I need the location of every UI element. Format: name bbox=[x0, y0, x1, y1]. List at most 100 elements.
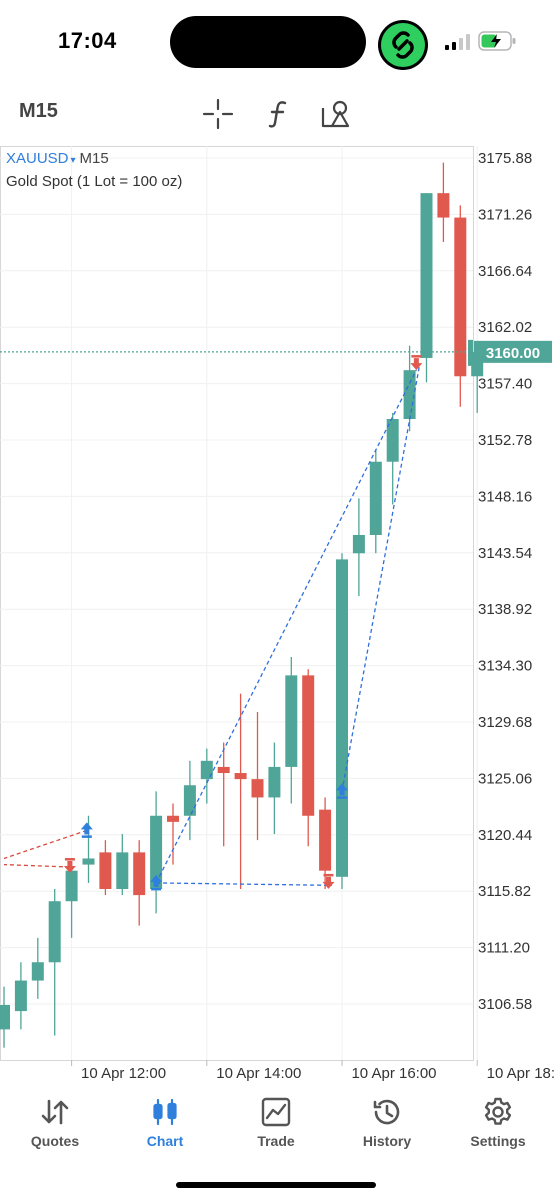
objects-icon[interactable] bbox=[319, 96, 355, 132]
quotes-icon bbox=[39, 1096, 71, 1128]
price-tick-label: 3171.26 bbox=[478, 206, 532, 223]
price-tick-label: 3134.30 bbox=[478, 658, 532, 675]
candle-body bbox=[217, 766, 230, 774]
trade-line bbox=[155, 369, 417, 884]
candle-body bbox=[386, 419, 399, 462]
nav-chart[interactable]: Chart bbox=[110, 1090, 220, 1160]
trade-line bbox=[3, 829, 88, 860]
price-tick-label: 3162.02 bbox=[478, 319, 532, 336]
price-tick-label: 3166.64 bbox=[478, 263, 532, 280]
symbol-name[interactable]: XAUUSD bbox=[6, 150, 69, 167]
candle-bullish bbox=[200, 748, 213, 804]
candle-bullish bbox=[116, 834, 129, 896]
sell-arrow-icon bbox=[410, 358, 423, 371]
price-chart[interactable]: 3175.88 3171.26 3166.64 3162.02 3157.40 3152.… bbox=[0, 146, 554, 1090]
candle-body bbox=[420, 193, 433, 358]
candle-body bbox=[150, 815, 163, 890]
buy-arrow-icon bbox=[150, 874, 163, 887]
buy-marker-bar bbox=[337, 796, 347, 799]
candle-body bbox=[352, 534, 365, 554]
candle-bearish bbox=[99, 840, 112, 896]
sell-marker-bar bbox=[323, 873, 334, 877]
sell-marker-bar bbox=[411, 355, 422, 358]
candle-bearish bbox=[133, 840, 146, 926]
candle-bearish bbox=[454, 205, 467, 407]
candle-bullish bbox=[31, 937, 44, 999]
candle-body bbox=[336, 559, 348, 877]
candle-bearish bbox=[217, 742, 230, 847]
candle-body bbox=[369, 461, 382, 535]
crosshair-icon[interactable] bbox=[200, 96, 236, 132]
price-tick-label: 3125.06 bbox=[478, 770, 532, 787]
price-tick-label: 3143.54 bbox=[478, 545, 532, 562]
candle-bullish bbox=[285, 657, 298, 804]
candle-body bbox=[200, 760, 213, 780]
indicators-icon[interactable] bbox=[261, 96, 297, 132]
candle-body bbox=[302, 675, 315, 816]
candle-bullish bbox=[150, 791, 163, 914]
nav-trade[interactable]: Trade bbox=[221, 1090, 331, 1160]
candle-bearish bbox=[302, 669, 315, 847]
dynamic-island bbox=[170, 16, 366, 68]
candle-bullish bbox=[420, 193, 433, 383]
candle-body bbox=[437, 193, 450, 218]
status-time: 17:04 bbox=[58, 28, 117, 53]
candle-bearish bbox=[167, 803, 179, 865]
candle-body bbox=[65, 870, 78, 902]
time-tick-label: 10 Apr 12:00 bbox=[81, 1065, 166, 1082]
symbol-timeframe: M15 bbox=[79, 150, 109, 167]
candle-bullish bbox=[183, 760, 196, 841]
price-tick-label: 3152.78 bbox=[478, 432, 532, 449]
price-tick-label: 3120.44 bbox=[478, 827, 532, 844]
candle-bearish bbox=[437, 162, 450, 242]
candle-body bbox=[285, 675, 298, 767]
timeframe-selector[interactable]: M15 bbox=[19, 100, 58, 122]
candle-bullish bbox=[48, 889, 61, 1036]
buy-marker-bar bbox=[151, 887, 162, 891]
settings-icon bbox=[482, 1096, 514, 1128]
nav-trade-label: Trade bbox=[257, 1133, 295, 1149]
candle-body bbox=[0, 1004, 10, 1030]
price-tick-label: 3157.40 bbox=[478, 376, 532, 393]
candle-body bbox=[167, 815, 179, 822]
time-tick-label: 10 Apr 16:00 bbox=[351, 1065, 436, 1082]
nav-history[interactable]: History bbox=[332, 1090, 442, 1160]
candle-body bbox=[82, 858, 95, 865]
nav-settings-label: Settings bbox=[470, 1133, 526, 1149]
candle-body bbox=[14, 980, 27, 1012]
candle-body-partial bbox=[468, 339, 473, 366]
candle-body bbox=[268, 766, 281, 798]
nav-quotes[interactable]: Quotes bbox=[0, 1090, 110, 1160]
sell-arrow-icon bbox=[322, 876, 335, 889]
current-price-label: 3160.00 bbox=[486, 345, 540, 362]
candle-body bbox=[183, 785, 196, 816]
symbol-header[interactable]: XAUUSD ▾ M15 bbox=[6, 150, 109, 167]
price-tick-label: 3148.16 bbox=[478, 488, 532, 505]
price-tick-label: 3175.88 bbox=[478, 150, 532, 167]
candle-bullish bbox=[336, 553, 348, 890]
price-tick-label: 3138.92 bbox=[478, 601, 532, 618]
status-bar: 17:04 bbox=[0, 0, 554, 84]
candle-bullish bbox=[352, 498, 365, 597]
price-tick-label: 3115.82 bbox=[478, 883, 531, 900]
battery-charging-icon bbox=[478, 31, 518, 51]
candle-bullish bbox=[0, 986, 10, 1048]
candle-body bbox=[99, 852, 112, 890]
nav-settings[interactable]: Settings bbox=[443, 1090, 553, 1160]
candle-bearish bbox=[319, 797, 332, 890]
buy-marker-bar bbox=[81, 835, 92, 838]
candle-body bbox=[234, 773, 247, 780]
app-activity-icon bbox=[378, 20, 428, 70]
candle-bullish bbox=[14, 962, 27, 1030]
candle-bullish bbox=[369, 449, 382, 554]
chart-icon bbox=[149, 1096, 181, 1128]
nav-history-label: History bbox=[362, 1133, 412, 1149]
price-tick-label: 3106.58 bbox=[478, 996, 532, 1013]
chevron-down-icon[interactable]: ▾ bbox=[70, 155, 76, 166]
candle-body bbox=[31, 962, 44, 981]
candle-body bbox=[403, 370, 416, 420]
candle-body bbox=[48, 901, 61, 963]
time-tick-label: 10 Apr 14:00 bbox=[216, 1065, 301, 1082]
candle-body bbox=[116, 852, 129, 890]
candle-bullish bbox=[65, 864, 78, 938]
